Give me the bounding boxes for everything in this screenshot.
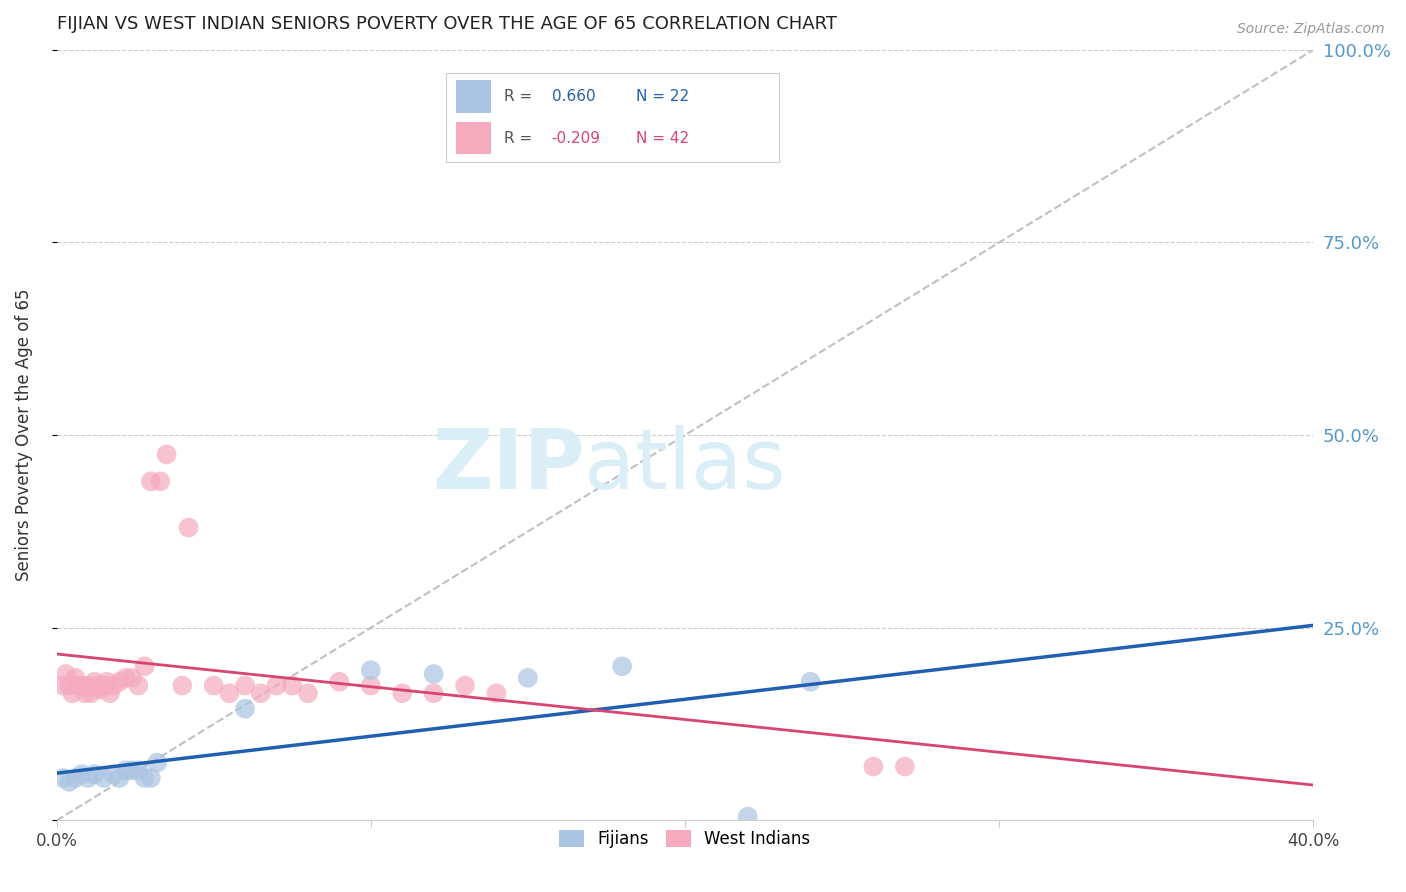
Point xyxy=(297,686,319,700)
Point xyxy=(90,682,112,697)
Point xyxy=(58,679,80,693)
Text: N = 22: N = 22 xyxy=(636,89,689,104)
Point xyxy=(121,764,143,778)
FancyBboxPatch shape xyxy=(456,80,492,112)
Point xyxy=(328,674,350,689)
Point xyxy=(422,667,444,681)
Text: ZIP: ZIP xyxy=(432,425,585,507)
Point xyxy=(70,767,93,781)
Point xyxy=(83,674,105,689)
Point xyxy=(52,771,75,785)
Point xyxy=(281,679,304,693)
Point xyxy=(86,679,108,693)
FancyBboxPatch shape xyxy=(456,122,492,154)
Y-axis label: Seniors Poverty Over the Age of 65: Seniors Poverty Over the Age of 65 xyxy=(15,289,32,582)
Point xyxy=(121,671,143,685)
Point xyxy=(101,679,124,693)
Text: R =: R = xyxy=(503,89,537,104)
Point xyxy=(202,679,225,693)
Point xyxy=(80,686,103,700)
Point xyxy=(134,771,156,785)
Point xyxy=(65,771,87,785)
Point xyxy=(894,759,917,773)
Point xyxy=(360,663,382,677)
Point xyxy=(127,679,149,693)
Point xyxy=(77,771,100,785)
Point xyxy=(266,679,288,693)
Point xyxy=(177,520,200,534)
Point xyxy=(114,764,136,778)
Text: N = 42: N = 42 xyxy=(636,131,689,145)
Point xyxy=(516,671,538,685)
Point xyxy=(108,771,131,785)
Point xyxy=(139,771,162,785)
Text: R =: R = xyxy=(503,131,537,145)
Point xyxy=(218,686,240,700)
Legend: Fijians, West Indians: Fijians, West Indians xyxy=(553,823,817,855)
Point xyxy=(83,767,105,781)
Text: atlas: atlas xyxy=(585,425,786,507)
Point xyxy=(233,702,256,716)
Point xyxy=(93,771,115,785)
Point xyxy=(250,686,273,700)
Point xyxy=(172,679,194,693)
Point xyxy=(422,686,444,700)
Point xyxy=(70,679,93,693)
Point xyxy=(391,686,413,700)
Text: Source: ZipAtlas.com: Source: ZipAtlas.com xyxy=(1237,22,1385,37)
Point xyxy=(149,475,172,489)
Point xyxy=(862,759,884,773)
Point xyxy=(127,764,149,778)
Point xyxy=(360,679,382,693)
Point xyxy=(93,679,115,693)
Point xyxy=(96,674,118,689)
Point xyxy=(55,667,77,681)
FancyBboxPatch shape xyxy=(446,73,779,161)
Point xyxy=(485,686,508,700)
Point xyxy=(610,659,633,673)
Point xyxy=(233,679,256,693)
Point xyxy=(77,679,100,693)
Point xyxy=(139,475,162,489)
Point xyxy=(737,809,759,823)
Point xyxy=(73,686,96,700)
Point xyxy=(108,674,131,689)
Point xyxy=(65,671,87,685)
Point xyxy=(60,686,83,700)
Point xyxy=(114,671,136,685)
Point xyxy=(454,679,477,693)
Point xyxy=(58,775,80,789)
Point xyxy=(146,756,169,770)
Text: FIJIAN VS WEST INDIAN SENIORS POVERTY OVER THE AGE OF 65 CORRELATION CHART: FIJIAN VS WEST INDIAN SENIORS POVERTY OV… xyxy=(56,15,837,33)
Point xyxy=(800,674,823,689)
Text: 0.660: 0.660 xyxy=(551,89,595,104)
Point xyxy=(67,679,90,693)
Point xyxy=(98,686,121,700)
Point xyxy=(52,679,75,693)
Point xyxy=(101,767,124,781)
Text: -0.209: -0.209 xyxy=(551,131,600,145)
Point xyxy=(155,447,177,461)
Point xyxy=(134,659,156,673)
